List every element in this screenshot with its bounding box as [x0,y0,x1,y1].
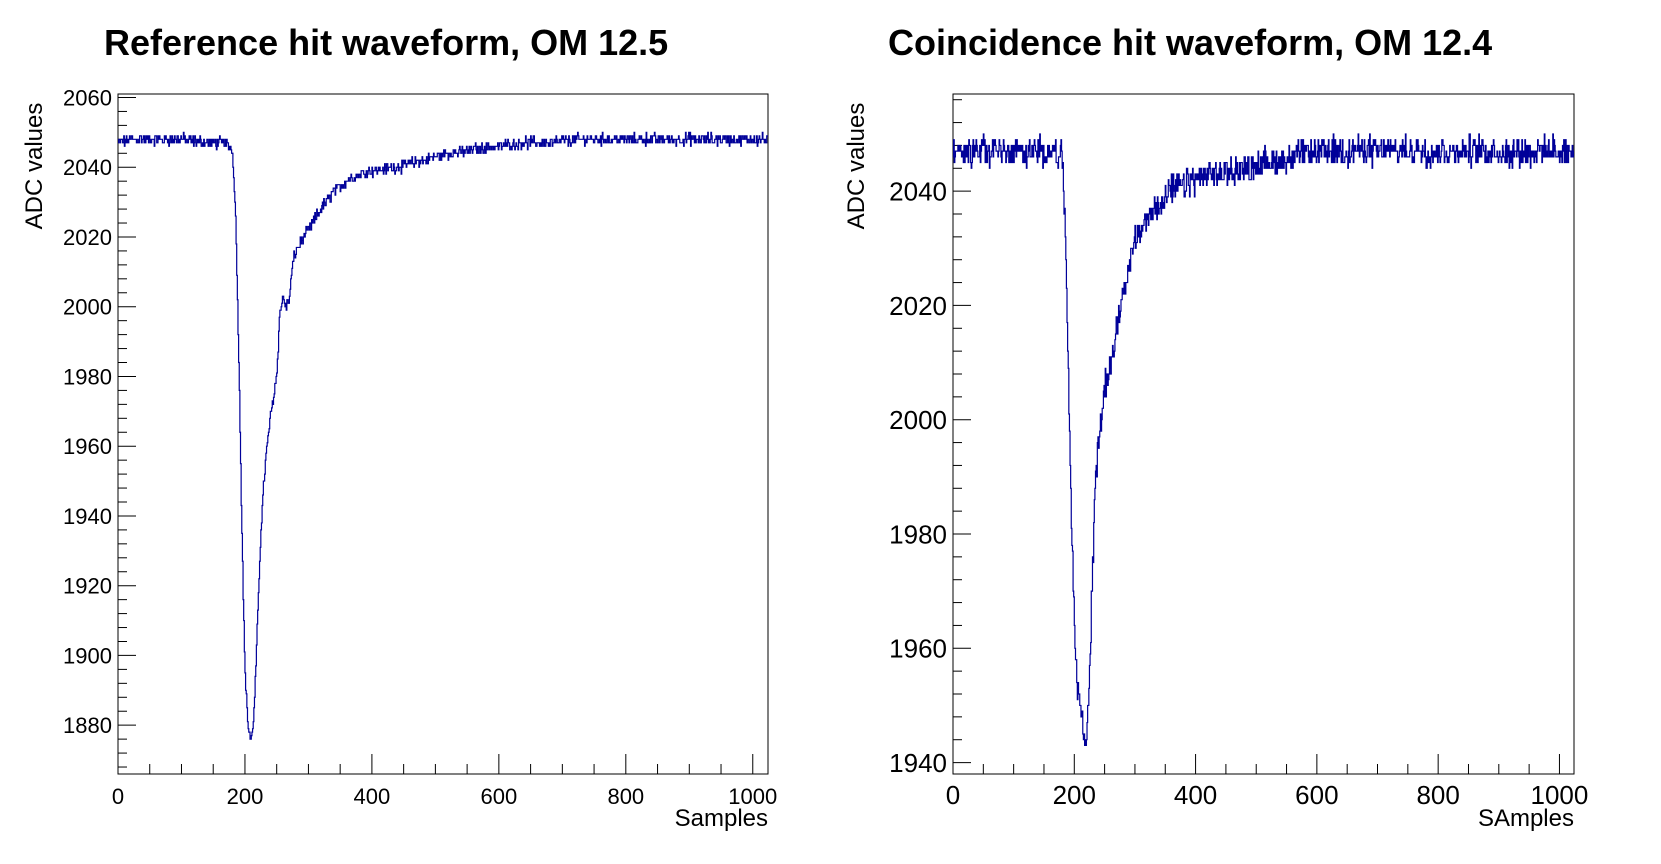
y-tick-label: 2040 [63,155,112,180]
y-axis-label: ADC values [843,103,870,230]
y-tick-label: 2000 [889,405,947,435]
x-tick-label: 400 [354,784,391,809]
y-tick-label: 1880 [63,713,112,738]
x-tick-label: 1000 [728,784,777,809]
x-tick-label: 1000 [1531,780,1589,810]
y-tick-label: 1960 [889,634,947,664]
y-tick-label: 1980 [63,364,112,389]
chart-plot-reference: ADC values Samples 0 200 400 600 800 1000 1880… [21,85,777,832]
x-tick-label: 800 [1416,780,1459,810]
x-axis-label: SAmples [1478,805,1574,832]
plot-frame [117,93,769,775]
y-tick-label: 2000 [63,295,112,320]
y-tick-label: 1960 [63,434,112,459]
y-tick-label: 2060 [63,85,112,110]
y-tick-label: 2020 [63,225,112,250]
waveform-series [118,131,768,740]
waveform-series [953,133,1574,747]
chart-panel-reference: Reference hit waveform, OM 12.5 ADC valu… [0,0,830,864]
chart-panel-coincidence: Coincidence hit waveform, OM 12.4 ADC va… [830,0,1661,864]
x-axis-label: Samples [675,805,768,832]
y-tick-label: 1940 [889,748,947,778]
y-tick-label: 1940 [63,504,112,529]
plot-frame [952,93,1575,775]
y-axis-label: ADC values [21,103,48,230]
y-tick-label: 1980 [889,519,947,549]
x-tick-label: 600 [1295,780,1338,810]
x-tick-label: 200 [1053,780,1096,810]
x-tick-label: 400 [1174,780,1217,810]
y-tick-label: 1900 [63,643,112,668]
chart-title: Coincidence hit waveform, OM 12.4 [888,22,1493,63]
chart-plot-coincidence: ADC values SAmples 0 200 400 600 800 1000 1940… [843,93,1589,832]
chart-title: Reference hit waveform, OM 12.5 [104,22,669,63]
y-tick-label: 2020 [889,291,947,321]
y-tick-label: 1920 [63,574,112,599]
x-tick-label: 200 [227,784,264,809]
x-tick-label: 0 [112,784,124,809]
x-tick-label: 800 [607,784,644,809]
x-tick-label: 600 [481,784,518,809]
x-tick-label: 0 [946,780,960,810]
y-tick-label: 2040 [889,177,947,207]
